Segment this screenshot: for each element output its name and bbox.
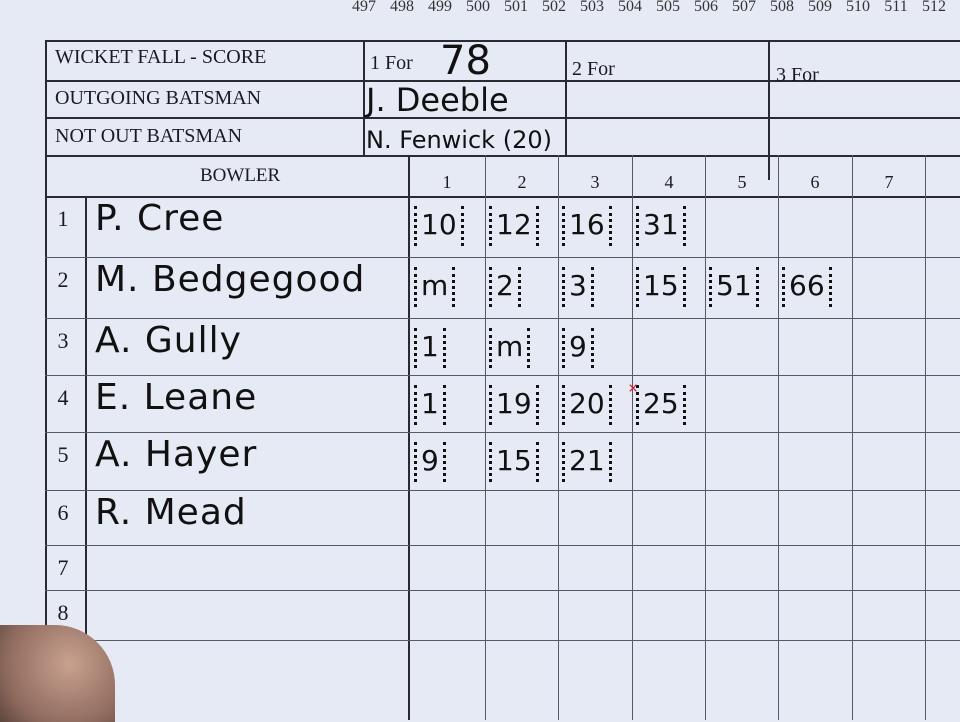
over-cumulative-score: 66 xyxy=(782,267,832,307)
rule xyxy=(45,640,960,641)
rule xyxy=(45,40,47,720)
wicket-1-not-out: N. Fenwick (20) xyxy=(366,126,552,154)
rule xyxy=(852,155,853,720)
bowler-name: A. Hayer xyxy=(95,434,258,475)
over-cumulative-score: 10 xyxy=(414,206,464,246)
rule xyxy=(408,155,410,720)
over-number: 2 xyxy=(517,172,527,192)
page-numbers-row: 497 498 499 500 501 502 503 504 505 506 507 508 509 5… xyxy=(345,0,953,16)
over-number: 1 xyxy=(442,172,452,192)
wicket-1-outgoing: J. Deeble xyxy=(366,81,509,119)
rule xyxy=(85,196,87,720)
bowler-name: A. Gully xyxy=(95,320,242,361)
rule xyxy=(768,40,770,180)
over-cumulative-score: 15 xyxy=(489,442,539,482)
page-number: 510 xyxy=(846,0,870,15)
rule xyxy=(45,545,960,546)
rule xyxy=(45,590,960,591)
over-cumulative-score: 12 xyxy=(489,206,539,246)
over-cumulative-score: 16 xyxy=(562,206,612,246)
rule xyxy=(705,155,706,720)
bowler-row-number: 8 xyxy=(57,600,69,625)
over-cumulative-score: 15 xyxy=(636,267,686,307)
bowler-row-number: 5 xyxy=(57,442,69,467)
over-cumulative-score: m xyxy=(489,328,531,368)
over-number: 6 xyxy=(810,172,820,192)
page-number: 502 xyxy=(542,0,566,15)
over-number: 5 xyxy=(737,172,747,192)
outgoing-batsman-label: OUTGOING BATSMAN xyxy=(55,87,262,109)
rule xyxy=(363,40,365,155)
rule xyxy=(45,375,960,376)
over-number: 3 xyxy=(590,172,600,192)
over-number: 7 xyxy=(884,172,894,192)
page-number: 501 xyxy=(504,0,528,15)
bowler-name: E. Leane xyxy=(95,377,258,418)
wicket-1-score: 78 xyxy=(440,38,491,84)
wicket-mark-icon: × xyxy=(628,378,639,398)
rule xyxy=(45,196,960,198)
over-cumulative-score: 1 xyxy=(414,385,446,425)
over-cumulative-score: m xyxy=(414,267,456,307)
rule xyxy=(925,155,926,720)
page-number: 512 xyxy=(922,0,946,15)
page-number: 497 xyxy=(352,0,376,15)
bowler-row-number: 3 xyxy=(57,328,69,353)
over-cumulative-score: 31 xyxy=(636,206,686,246)
rule xyxy=(45,155,960,157)
rule xyxy=(565,40,567,155)
rule xyxy=(45,432,960,433)
wicket-1-label: 1 For xyxy=(370,52,413,74)
page-number: 503 xyxy=(580,0,604,15)
page-number: 504 xyxy=(618,0,642,15)
over-cumulative-score: 9 xyxy=(414,442,446,482)
bowler-name: M. Bedgegood xyxy=(95,259,366,300)
bowler-row-number: 2 xyxy=(57,267,69,292)
rule xyxy=(45,40,960,42)
wicket-3-label: 3 For xyxy=(776,64,819,86)
rule xyxy=(558,155,559,720)
rule xyxy=(45,117,960,119)
page-number: 498 xyxy=(390,0,414,15)
rule xyxy=(45,257,960,258)
rule xyxy=(45,80,960,82)
rule xyxy=(485,155,486,720)
over-cumulative-score: 2 xyxy=(489,267,521,307)
over-cumulative-score: 25 xyxy=(636,385,686,425)
over-cumulative-score: 51 xyxy=(709,267,759,307)
over-cumulative-score: 21 xyxy=(562,442,612,482)
finger xyxy=(0,625,115,722)
over-cumulative-score: 20 xyxy=(562,385,612,425)
over-cumulative-score: 3 xyxy=(562,267,594,307)
bowler-name: R. Mead xyxy=(95,492,247,533)
bowler-name: P. Cree xyxy=(95,198,225,239)
rule xyxy=(632,155,633,720)
page-number: 509 xyxy=(808,0,832,15)
bowler-row-number: 4 xyxy=(57,385,69,410)
wicket-2-label: 2 For xyxy=(572,58,615,80)
rule xyxy=(45,490,960,491)
page-number: 508 xyxy=(770,0,794,15)
page-number: 505 xyxy=(656,0,680,15)
bowler-header: BOWLER xyxy=(200,165,281,186)
bowler-row-number: 7 xyxy=(57,555,69,580)
over-cumulative-score: 1 xyxy=(414,328,446,368)
bowler-row-number: 1 xyxy=(57,206,69,231)
not-out-batsman-label: NOT OUT BATSMAN xyxy=(55,125,243,147)
page-number: 499 xyxy=(428,0,452,15)
page-number: 506 xyxy=(694,0,718,15)
page-number: 507 xyxy=(732,0,756,15)
over-cumulative-score: 19 xyxy=(489,385,539,425)
page-number: 500 xyxy=(466,0,490,15)
over-cumulative-score: 9 xyxy=(562,328,594,368)
rule xyxy=(778,155,779,720)
bowler-row-number: 6 xyxy=(57,500,69,525)
rule xyxy=(45,318,960,319)
over-number: 4 xyxy=(664,172,674,192)
wicket-fall-label: WICKET FALL - SCORE xyxy=(55,46,267,68)
page-number: 511 xyxy=(884,0,908,15)
